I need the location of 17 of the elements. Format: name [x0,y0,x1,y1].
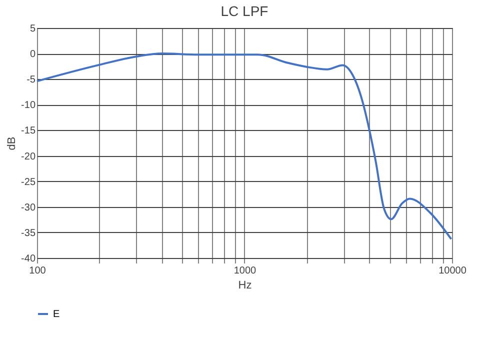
y-tick-label: -30 [21,202,36,214]
x-tick-label: 100 [29,266,46,276]
x-axis-title: Hz [238,280,252,292]
chart-title: LC LPF [220,3,268,19]
y-tick-label: -20 [21,151,36,162]
y-tick-label: -10 [21,100,36,112]
y-axis-title: dB [6,136,18,150]
y-tick-label: -25 [21,176,36,188]
y-tick-label: -5 [26,74,36,86]
x-tick-label: 10000 [438,266,467,276]
x-tick-label: 1000 [234,266,257,276]
y-tick-label: 5 [30,24,36,34]
y-tick-label: -35 [21,228,36,239]
y-tick-label: 0 [30,49,36,60]
legend-label: E [53,309,60,320]
y-tick-label: -40 [21,254,36,264]
y-tick-label: -15 [21,126,36,137]
